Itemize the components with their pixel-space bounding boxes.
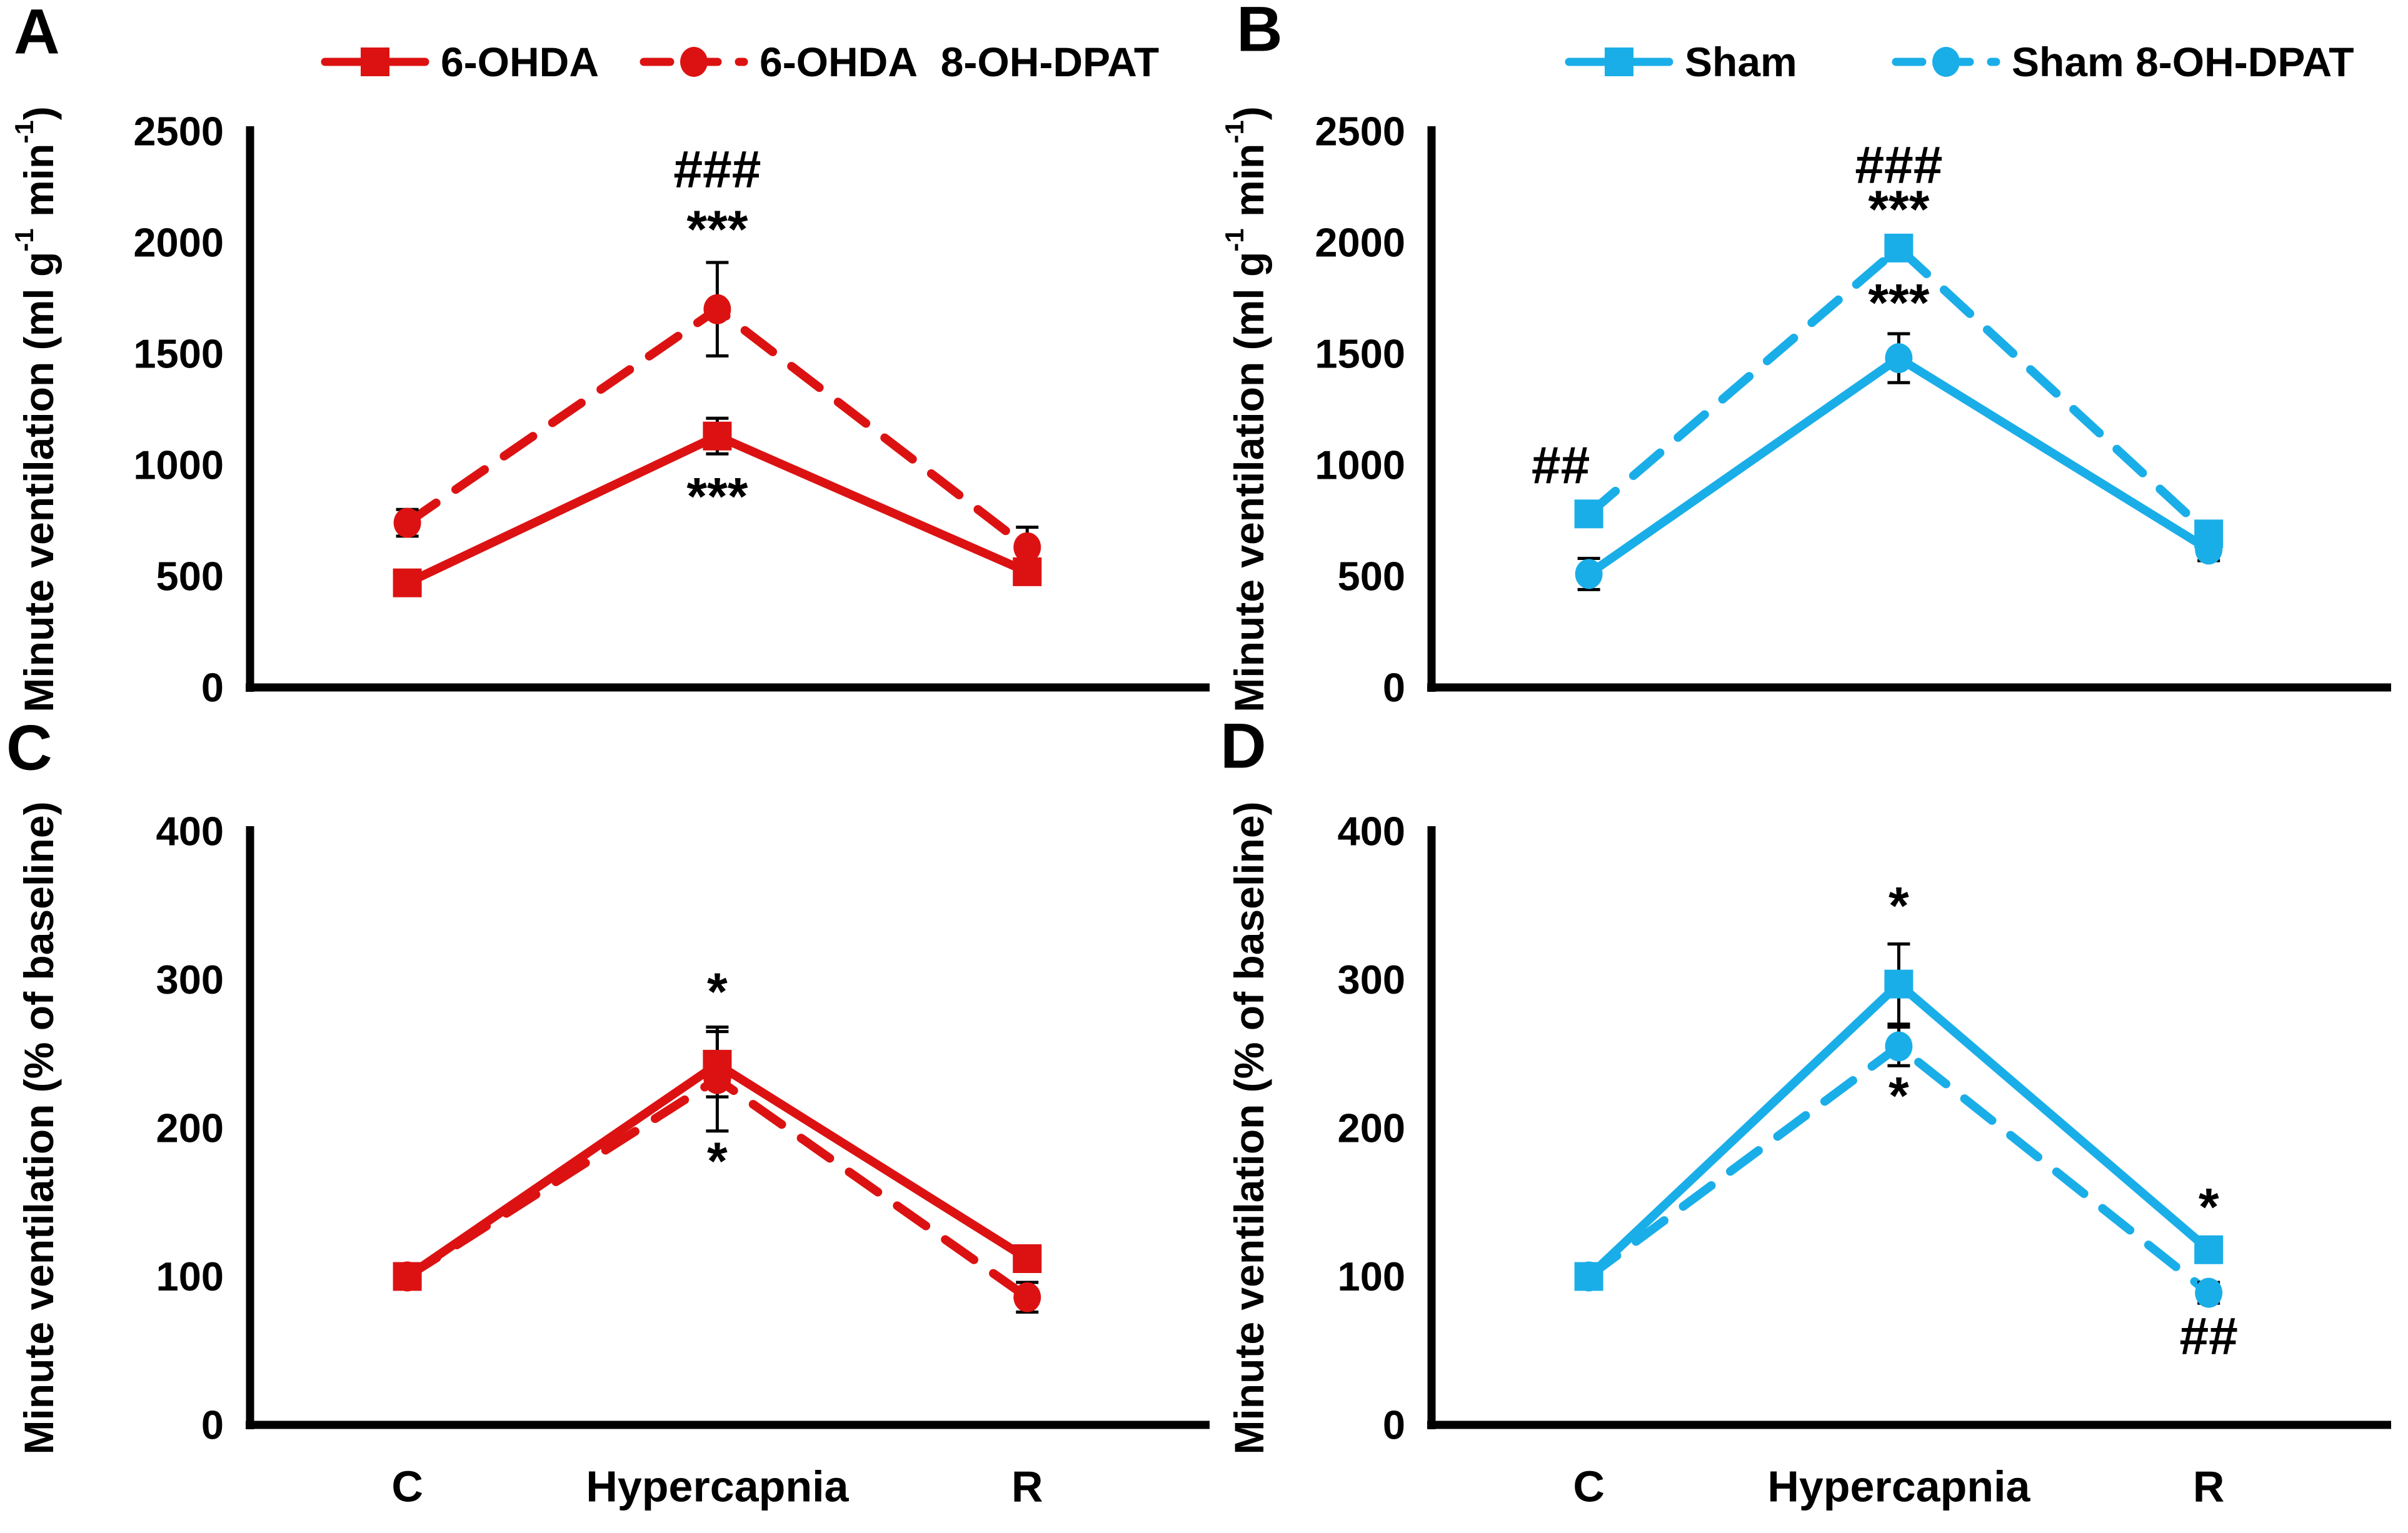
y-tick-label-500: 500	[1338, 554, 1405, 599]
y-tick-label-0: 0	[201, 665, 224, 711]
annotation-*: *	[707, 1131, 728, 1190]
y-tick-label-1500: 1500	[1315, 331, 1405, 377]
legend-label-1: 6-OHDA 8-OH-DPAT	[760, 39, 1159, 85]
y-tick-label-1000: 1000	[133, 442, 224, 488]
x-category-label-Hypercapnia: Hypercapnia	[586, 1462, 849, 1511]
y-tick-label-300: 300	[156, 957, 224, 1002]
data-point-circle	[1575, 559, 1603, 589]
data-point-square	[1884, 233, 1914, 262]
y-tick-label-0: 0	[201, 1402, 224, 1448]
panel-B: 2500 2000 1500 1000 500 0 Minute ventilation (…	[1220, 0, 2391, 712]
annotation-*: *	[1889, 1066, 1909, 1125]
data-point-circle	[1013, 532, 1041, 562]
x-category-label-R: R	[1011, 1462, 1043, 1511]
y-tick-label-100: 100	[1338, 1254, 1405, 1299]
annotation-*: *	[2199, 1177, 2219, 1236]
x-category-label-C: C	[391, 1462, 423, 1511]
annotation-***: ***	[1868, 273, 1929, 332]
y-tick-label-100: 100	[156, 1254, 224, 1299]
panel-A: 2500 2000 1500 1000 500 0 Minute ventilation (…	[9, 0, 1210, 712]
y-tick-label-0: 0	[1383, 665, 1405, 711]
y-tick-label-300: 300	[1338, 957, 1405, 1002]
data-point-circle	[2195, 1277, 2223, 1308]
data-point-square	[1574, 499, 1603, 529]
annotation-***: ***	[1868, 180, 1929, 239]
annotation-##: ##	[1532, 436, 1590, 494]
data-point-circle	[393, 1261, 421, 1292]
data-point-square	[703, 421, 732, 451]
y-tick-label-400: 400	[1338, 809, 1405, 854]
annotation-###: ###	[1855, 135, 1942, 194]
data-point-circle	[1013, 1282, 1041, 1312]
y-tick-label-200: 200	[156, 1106, 224, 1151]
y-tick-label-500: 500	[156, 554, 224, 599]
panel-label-A: A	[14, 0, 60, 67]
annotation-*: *	[1889, 876, 1909, 935]
panel-C: 400 300 200 100 0 Minute ventilation (% of ba…	[6, 712, 1210, 1511]
legend-label-0: 6-OHDA	[441, 39, 599, 85]
data-point-square	[1013, 1244, 1042, 1273]
panel-label-C: C	[6, 712, 53, 784]
legend-label-0: Sham	[1685, 39, 1797, 85]
y-tick-label-2000: 2000	[133, 220, 224, 266]
annotation-***: ***	[686, 200, 748, 259]
y-axis-title: Minute ventilation (% of baseline)	[1226, 801, 1272, 1454]
legend-square-marker-icon	[361, 47, 389, 76]
panel-label-D: D	[1220, 711, 1267, 782]
y-tick-label-1500: 1500	[133, 331, 224, 377]
y-tick-label-200: 200	[1338, 1106, 1405, 1151]
y-tick-label-2500: 2500	[133, 109, 224, 154]
x-category-label-Hypercapnia: Hypercapnia	[1767, 1462, 2030, 1511]
data-point-square	[2194, 1235, 2224, 1264]
legend-circle-marker-icon	[680, 47, 708, 77]
legend-circle-marker-icon	[1932, 47, 1960, 77]
legend-label-1: Sham 8-OH-DPAT	[2012, 39, 2354, 85]
x-category-label-R: R	[2193, 1462, 2225, 1511]
y-axis-title: Minute ventilation (ml g-1 min-1)	[1220, 106, 1273, 712]
panel-D: 400 300 200 100 0 Minute ventilation (% of ba…	[1220, 711, 2391, 1511]
data-point-square	[393, 568, 422, 597]
data-point-circle	[1575, 1261, 1603, 1292]
data-point-circle	[393, 507, 421, 538]
annotation-***: ***	[686, 467, 748, 526]
y-tick-label-400: 400	[156, 809, 224, 854]
data-point-circle	[1885, 1031, 1913, 1062]
y-tick-label-2000: 2000	[1315, 220, 1405, 266]
data-point-square	[1884, 969, 1914, 999]
y-axis-title: Minute ventilation (% of baseline)	[16, 801, 62, 1454]
x-category-label-C: C	[1573, 1462, 1605, 1511]
annotation-*: *	[707, 962, 728, 1021]
annotation-###: ###	[673, 140, 761, 199]
y-tick-label-1000: 1000	[1315, 442, 1405, 488]
y-axis-title: Minute ventilation (ml g-1 min-1)	[9, 106, 63, 712]
annotation-##: ##	[2179, 1307, 2237, 1366]
y-tick-label-2500: 2500	[1315, 109, 1405, 154]
data-point-circle	[1885, 343, 1913, 374]
data-point-circle	[703, 294, 731, 324]
data-point-circle	[703, 1064, 731, 1094]
data-point-square	[2194, 519, 2224, 549]
series-line-Sham	[1584, 354, 2214, 579]
y-tick-label-0: 0	[1383, 1402, 1405, 1448]
legend-square-marker-icon	[1605, 47, 1633, 76]
panel-label-B: B	[1237, 0, 1283, 65]
